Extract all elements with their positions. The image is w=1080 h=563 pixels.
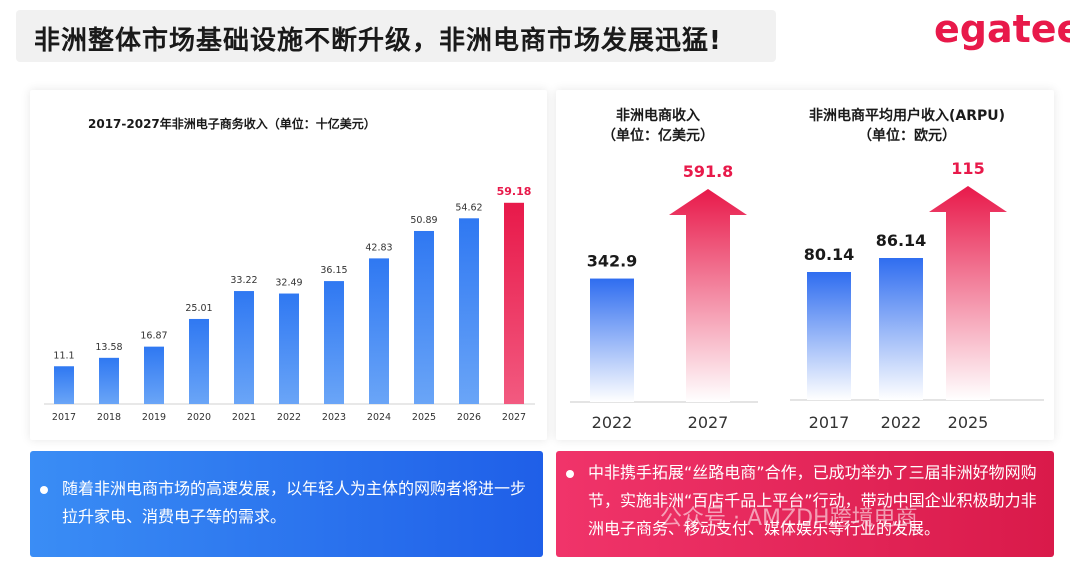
ecommerce-revenue-chart-panel: 2017-2027年非洲电子商务收入（单位：十亿美元） 11.1 2017 13.5…: [30, 90, 547, 440]
value-label: 25.01: [185, 303, 212, 314]
bar-2019: [144, 346, 164, 404]
value-label: 11.1: [53, 350, 74, 361]
x-tick-label: 2027: [688, 413, 729, 432]
x-tick-label: 2027: [502, 412, 526, 423]
bar-2024: [369, 258, 389, 404]
bar-2017: [54, 366, 74, 404]
bar-2027: [504, 202, 524, 404]
value-label: 42.83: [365, 242, 392, 253]
arpu-chart-title-line2: （单位：欧元）: [858, 127, 956, 144]
bullet-icon: [40, 486, 48, 494]
x-tick-label: 2018: [97, 412, 121, 423]
note-left-line2: 拉升家电、消费电子等的需求。: [62, 507, 287, 526]
note-box-left: 随着非洲电商市场的高速发展，以年轻人为主体的网购者将进一步 拉升家电、消费电子等…: [30, 451, 543, 557]
bar-2023: [324, 281, 344, 404]
bar-2027: [669, 188, 747, 402]
revenue-chart-title-line2: （单位：亿美元）: [602, 127, 714, 144]
ecommerce-revenue-chart: 2017-2027年非洲电子商务收入（单位：十亿美元） 11.1 2017 13.5…: [44, 116, 535, 423]
bar-2017: [807, 272, 851, 400]
bar-2022: [279, 293, 299, 404]
x-tick-label: 2017: [52, 412, 76, 423]
bar-2022: [590, 278, 634, 402]
revenue-chart-title-line1: 非洲电商收入: [616, 107, 700, 124]
value-label: 59.18: [497, 185, 532, 198]
value-label: 16.87: [140, 331, 167, 342]
bar-2025: [414, 230, 434, 404]
bar-2020: [189, 318, 209, 404]
value-label: 36.15: [320, 265, 347, 276]
page-title: 非洲整体市场基础设施不断升级，非洲电商市场发展迅猛!: [34, 26, 722, 56]
note-right-line3: 洲电子商务、移动支付、媒体娱乐等行业的发展。: [588, 519, 941, 538]
x-tick-label: 2019: [142, 412, 166, 423]
value-label: 86.14: [876, 231, 927, 250]
value-label: 50.89: [410, 215, 437, 226]
x-tick-label: 2020: [187, 412, 211, 423]
value-label: 54.62: [455, 202, 482, 213]
x-tick-label: 2023: [322, 412, 346, 423]
bullet-icon: [566, 470, 574, 478]
x-tick-label: 2025: [412, 412, 436, 423]
x-tick-label: 2022: [592, 413, 633, 432]
arpu-chart-title-line1: 非洲电商平均用户收入(ARPU): [809, 107, 1005, 124]
x-tick-label: 2017: [809, 413, 850, 432]
header-bar: 非洲整体市场基础设施不断升级，非洲电商市场发展迅猛! egatee: [0, 0, 1080, 70]
bar-2018: [99, 357, 119, 404]
x-tick-label: 2022: [277, 412, 301, 423]
egatee-logo: egatee: [934, 7, 1070, 51]
bar-2026: [459, 218, 479, 404]
title-box: 非洲整体市场基础设施不断升级，非洲电商市场发展迅猛!: [16, 10, 776, 62]
x-tick-label: 2024: [367, 412, 391, 423]
bar-2025: [929, 186, 1007, 400]
note-right-line1: 中非携手拓展“丝路电商”合作，已成功举办了三届非洲好物网购: [588, 463, 1037, 482]
bar-2021: [234, 291, 254, 404]
value-label: 33.22: [230, 275, 257, 286]
note-box-right: 中非携手拓展“丝路电商”合作，已成功举办了三届非洲好物网购 节，实施非洲“百店千…: [556, 451, 1054, 557]
x-tick-label: 2021: [232, 412, 256, 423]
note-right-line2: 节，实施非洲“百店千品上平台”行动，带动中国企业积极助力非: [588, 491, 1037, 510]
logo-text: egatee: [934, 7, 1070, 51]
right-charts-panel: 非洲电商收入 （单位：亿美元） 非洲电商平均用户收入(ARPU) （单位：欧元）…: [556, 90, 1054, 440]
right-charts: 非洲电商收入 （单位：亿美元） 非洲电商平均用户收入(ARPU) （单位：欧元）…: [570, 107, 1044, 432]
x-tick-label: 2026: [457, 412, 481, 423]
value-label: 115: [951, 159, 984, 178]
chart-title: 2017-2027年非洲电子商务收入（单位：十亿美元）: [88, 116, 376, 131]
bar-2022: [879, 258, 923, 400]
note-left-line1: 随着非洲电商市场的高速发展，以年轻人为主体的网购者将进一步: [62, 479, 527, 498]
x-tick-label: 2025: [948, 413, 989, 432]
value-label: 32.49: [275, 278, 302, 289]
value-label: 80.14: [804, 245, 855, 264]
x-tick-label: 2022: [881, 413, 922, 432]
value-label: 13.58: [95, 342, 122, 353]
value-label: 591.8: [683, 162, 734, 181]
value-label: 342.9: [587, 252, 638, 271]
